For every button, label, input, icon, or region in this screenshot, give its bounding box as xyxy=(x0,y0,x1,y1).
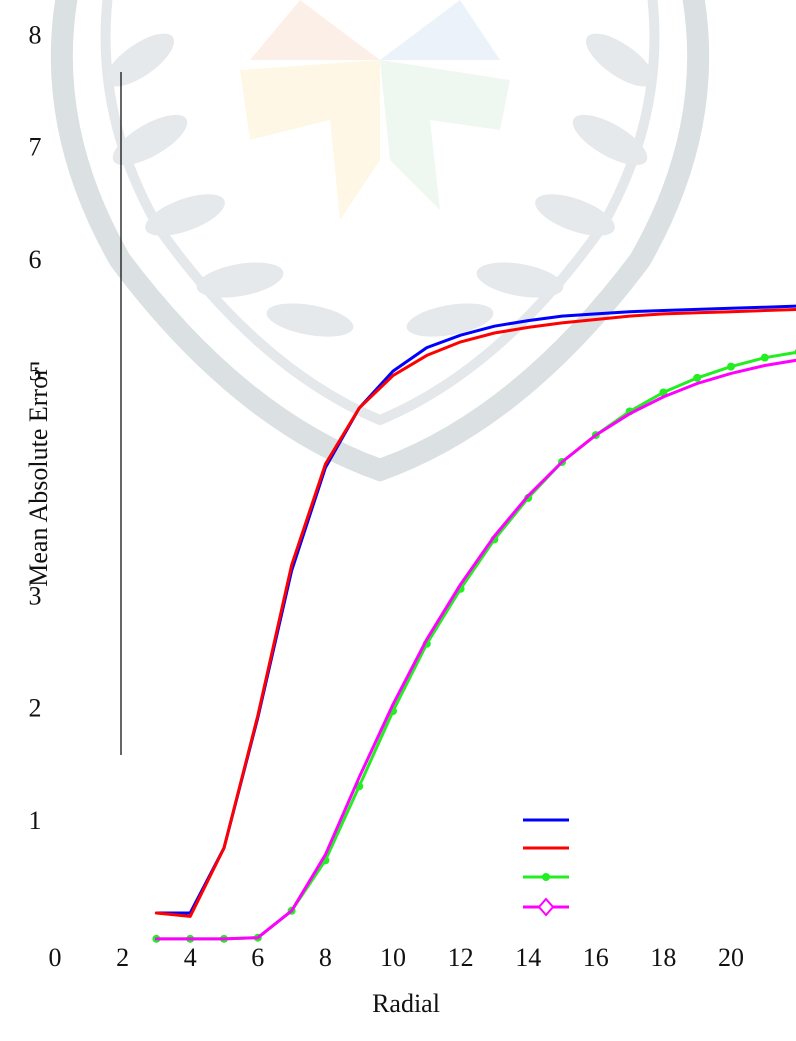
y-tick-label: 8 xyxy=(29,20,42,49)
x-tick-label: 18 xyxy=(650,943,676,972)
x-tick-labels: 0 2 4 6 8 10 12 14 16 18 20 xyxy=(49,943,745,972)
x-tick-label: 8 xyxy=(319,943,332,972)
y-tick-label: 3 xyxy=(29,581,42,610)
y-tick-label: 5 xyxy=(29,357,42,386)
data-point xyxy=(727,362,735,371)
x-tick-label: 16 xyxy=(583,943,609,972)
y-tick-labels: 1 2 3 5 6 7 8 xyxy=(29,20,42,834)
legend-marker xyxy=(537,897,555,917)
x-tick-label: 12 xyxy=(448,943,474,972)
x-tick-label: 2 xyxy=(116,943,129,972)
y-tick-label: 6 xyxy=(29,245,42,274)
data-point xyxy=(693,373,702,382)
x-tick-label: 4 xyxy=(184,943,197,972)
data-point xyxy=(760,353,769,362)
x-tick-label: 10 xyxy=(380,943,406,972)
y-axis-title: Mean Absolute Error xyxy=(24,367,53,587)
y-tick-label: 2 xyxy=(29,694,42,723)
legend xyxy=(523,818,569,917)
x-tick-label: 20 xyxy=(718,943,744,972)
series-4 xyxy=(154,358,796,941)
x-tick-label: 6 xyxy=(251,943,264,972)
legend-entry xyxy=(523,873,569,881)
x-tick-label: 0 xyxy=(49,943,62,972)
legend-marker xyxy=(542,873,550,881)
data-point xyxy=(659,388,668,397)
series-3 xyxy=(152,349,796,943)
watermark-emblem xyxy=(50,0,710,482)
x-tick-label: 14 xyxy=(515,943,541,972)
series-line xyxy=(154,307,796,918)
series-layer xyxy=(152,304,796,943)
y-tick-label: 1 xyxy=(29,806,42,835)
y-tick-label: 7 xyxy=(29,133,42,162)
series-2 xyxy=(154,307,796,918)
series-line xyxy=(154,358,796,941)
x-axis-title: Radial xyxy=(372,989,440,1018)
series-line xyxy=(154,350,796,941)
legend-entry xyxy=(523,897,569,917)
